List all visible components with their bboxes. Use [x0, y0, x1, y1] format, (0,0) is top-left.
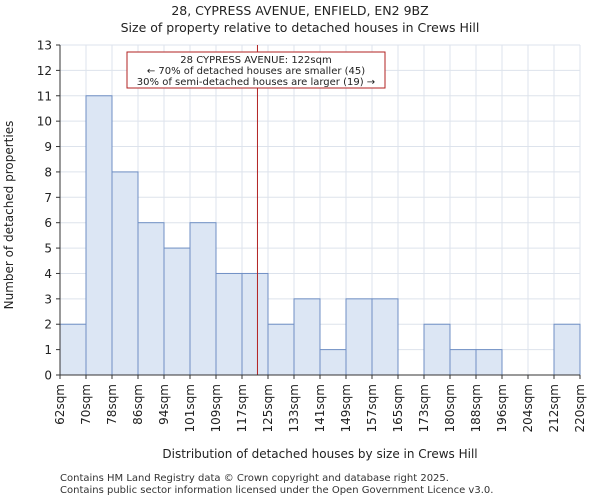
y-tick-label: 1: [44, 343, 52, 357]
histogram-bar: [319, 349, 347, 376]
y-tick-label: 2: [44, 318, 52, 332]
y-tick-label: 3: [44, 292, 52, 306]
histogram-bar: [475, 349, 503, 376]
histogram-bar: [163, 247, 191, 376]
y-tick-label: 5: [44, 242, 52, 256]
x-tick-label: 70sqm: [79, 384, 93, 425]
histogram-bar: [215, 272, 243, 376]
x-tick-label: 220sqm: [573, 384, 587, 432]
y-tick-label: 10: [37, 115, 52, 129]
chart-title: 28, CYPRESS AVENUE, ENFIELD, EN2 9BZ Siz…: [0, 2, 600, 36]
y-axis-label: Number of detached properties: [2, 121, 16, 310]
histogram-bar: [137, 222, 165, 376]
bars: [59, 95, 581, 376]
attribution-footer: Contains HM Land Registry data © Crown c…: [60, 473, 493, 496]
x-tick-label: 157sqm: [365, 384, 379, 432]
annotation-box: [126, 51, 386, 89]
histogram-bar: [293, 298, 321, 376]
x-tick-label: 196sqm: [495, 384, 509, 432]
x-tick-label: 188sqm: [469, 384, 483, 432]
x-tick-label: 86sqm: [131, 384, 145, 425]
x-tick-label: 94sqm: [157, 384, 171, 425]
histogram-bar: [241, 272, 269, 376]
title-line-1: 28, CYPRESS AVENUE, ENFIELD, EN2 9BZ: [171, 3, 429, 18]
x-tick-label: 173sqm: [417, 384, 431, 432]
title-line-2: Size of property relative to detached ho…: [120, 20, 480, 35]
x-tick-label: 133sqm: [287, 384, 301, 432]
histogram-bar: [345, 298, 373, 376]
x-tick-label: 165sqm: [391, 384, 405, 432]
histogram-bar: [371, 298, 399, 376]
y-tick-label: 11: [37, 89, 52, 103]
y-tick-label: 7: [44, 191, 52, 205]
x-tick-label: 125sqm: [261, 384, 275, 432]
x-tick-label: 101sqm: [183, 384, 197, 432]
histogram-bar: [85, 95, 113, 376]
histogram-bar: [449, 349, 477, 376]
x-tick-label: 117sqm: [235, 384, 249, 432]
y-tick-label: 13: [37, 39, 52, 53]
property-marker: 28 CYPRESS AVENUE: 122sqm← 70% of detach…: [126, 45, 386, 375]
x-tick-label: 180sqm: [443, 384, 457, 432]
y-tick-label: 0: [44, 369, 52, 383]
histogram-bar: [111, 171, 139, 376]
y-tick-label: 4: [44, 267, 52, 281]
x-tick-label: 78sqm: [105, 384, 119, 425]
x-tick-label: 141sqm: [313, 384, 327, 432]
y-tick-label: 12: [37, 64, 52, 78]
annotation-text: 30% of semi-detached houses are larger (…: [137, 77, 375, 88]
y-tick-label: 6: [44, 216, 52, 230]
annotation-text: 28 CYPRESS AVENUE: 122sqm: [180, 55, 331, 66]
y-tick-label: 8: [44, 165, 52, 179]
x-axis-label: Distribution of detached houses by size …: [162, 447, 477, 461]
attribution-line-1: Contains HM Land Registry data © Crown c…: [60, 473, 449, 484]
y-tick-label: 9: [44, 140, 52, 154]
annotation-text: ← 70% of detached houses are smaller (45…: [147, 66, 365, 77]
x-tick-label: 204sqm: [521, 384, 535, 432]
x-tick-labels: 62sqm 70sqm 78sqm 86sqm 94sqm 101sqm 109sqm 117…: [53, 375, 587, 432]
histogram-chart: 28 CYPRESS AVENUE: 122sqm← 70% of detach…: [2, 39, 587, 462]
histogram-bar: [423, 323, 451, 376]
histogram-bar: [59, 323, 87, 376]
histogram-bar: [189, 222, 217, 376]
x-tick-label: 212sqm: [547, 384, 561, 432]
histogram-bar: [553, 323, 581, 376]
attribution-line-2: Contains public sector information licen…: [60, 484, 494, 496]
histogram-bar: [267, 323, 295, 376]
x-tick-label: 109sqm: [209, 384, 223, 432]
x-tick-label: 149sqm: [339, 384, 353, 432]
x-tick-label: 62sqm: [53, 384, 67, 425]
